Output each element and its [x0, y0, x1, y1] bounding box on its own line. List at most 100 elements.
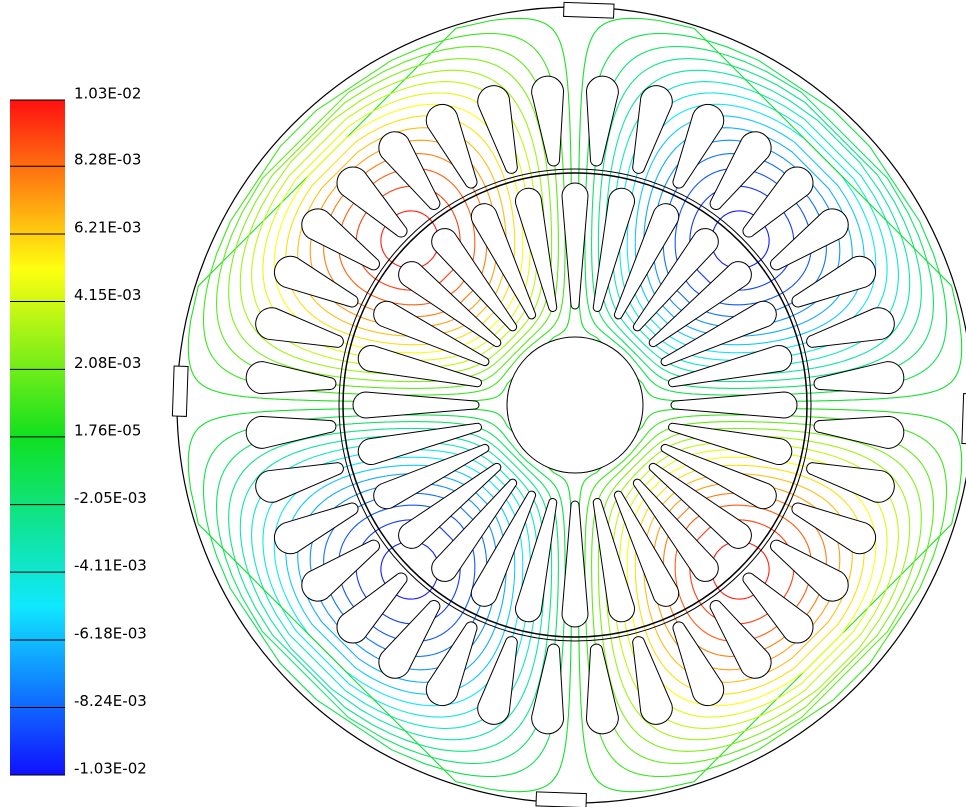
flux-line — [228, 58, 553, 383]
motor-geometry — [171, 1, 966, 807]
rotor-slot — [373, 300, 490, 367]
rotor-slot — [660, 443, 777, 510]
stator-slot — [301, 539, 380, 602]
flux-line — [591, 421, 935, 765]
stator-slot — [273, 502, 359, 555]
colorbar-gradient — [10, 100, 65, 775]
stator-slot — [813, 361, 905, 395]
stator-slot — [672, 103, 725, 189]
colorbar-tick-label: 4.15E-03 — [74, 286, 141, 304]
rotor-slot — [470, 490, 537, 607]
rotor-slot — [613, 203, 680, 320]
rotor-slot — [648, 261, 752, 348]
rotor-slot — [514, 498, 558, 623]
stator-slot — [632, 85, 673, 174]
rotor-slot — [592, 498, 636, 623]
colorbar: 1.03E-02 8.28E-03 6.21E-03 4.15E-03 2.08E-03… — [10, 85, 147, 778]
colorbar-tick-label: -1.03E-02 — [74, 760, 147, 778]
rotor-slot — [373, 443, 490, 510]
rotor-slot — [398, 261, 502, 348]
stator-slot — [336, 166, 408, 238]
flux-line — [591, 45, 935, 389]
rotor-outline — [342, 172, 808, 638]
rotor-slot — [514, 187, 558, 312]
colorbar-tick-label: 2.08E-03 — [74, 354, 141, 372]
stator-slot — [425, 621, 478, 707]
colorbar-tick-label: 1.03E-02 — [74, 85, 141, 103]
rotor-slot — [670, 391, 798, 419]
rotor-slot — [357, 344, 482, 388]
flux-line — [597, 427, 922, 752]
flux-line — [215, 45, 559, 389]
flux-line — [689, 519, 795, 625]
flux-line — [297, 127, 507, 337]
stator-slot — [632, 636, 673, 725]
stator-slot — [531, 75, 565, 167]
stator-slot — [301, 208, 380, 271]
flux-line — [597, 58, 922, 383]
stator-slot — [245, 415, 337, 449]
rotor-slot — [431, 228, 518, 332]
flux-line — [355, 519, 461, 625]
rotor-slot — [660, 300, 777, 367]
colorbar-tick-label: 1.76E-05 — [74, 421, 141, 439]
air-gap — [338, 168, 812, 642]
stator-slot — [477, 636, 518, 725]
stator-slot — [255, 462, 344, 503]
colorbar-tick-label: -4.11E-03 — [74, 557, 147, 575]
stator-slot — [378, 600, 441, 679]
stator-slot — [813, 415, 905, 449]
shaft — [506, 336, 644, 474]
rotor-slot — [431, 478, 518, 582]
stator-slot — [791, 502, 877, 555]
stator-slot — [806, 462, 895, 503]
flux-line — [643, 127, 853, 337]
flux-line — [355, 185, 461, 291]
stator-notch — [563, 1, 615, 19]
stator-slot — [585, 75, 619, 167]
flux-line — [689, 185, 795, 291]
flux-line — [634, 115, 865, 346]
flux-line — [285, 115, 516, 346]
rotor-slot — [632, 228, 719, 332]
stator-slot — [336, 572, 408, 644]
rotor-slot — [561, 500, 589, 628]
stator-slot — [255, 307, 344, 348]
stator-notch — [535, 791, 587, 807]
stator-slot — [770, 539, 849, 602]
stator-slot — [245, 361, 337, 395]
rotor-slot — [632, 478, 719, 582]
colorbar-tick-label: -8.24E-03 — [74, 692, 147, 710]
stator-slot — [791, 255, 877, 308]
rotor-slot — [592, 187, 636, 312]
colorbar-tick-label: -6.18E-03 — [74, 625, 147, 643]
stator-slot — [742, 572, 814, 644]
colorbar-tick-label: 8.28E-03 — [74, 151, 141, 169]
rotor-slot — [398, 462, 502, 549]
flux-line — [228, 427, 553, 752]
stator-slot — [531, 643, 565, 735]
stator-slot — [770, 208, 849, 271]
rotor-slot — [352, 391, 480, 419]
flux-line — [634, 464, 865, 695]
stator-notch — [171, 365, 189, 417]
rotor-slot — [648, 462, 752, 549]
rotor-slot — [668, 422, 793, 466]
rotor-slot — [613, 490, 680, 607]
flux-line — [215, 421, 559, 765]
stator-slot — [806, 307, 895, 348]
flux-line — [285, 464, 516, 695]
rotor-slot — [668, 344, 793, 388]
stator-slot — [477, 85, 518, 174]
flux-line — [643, 473, 853, 683]
stator-notch — [961, 393, 966, 445]
stator-slot — [709, 600, 772, 679]
rotor-slot — [561, 182, 589, 310]
stator-slot — [378, 131, 441, 210]
stator-slot — [672, 621, 725, 707]
stator-slot — [273, 255, 359, 308]
rotor-slot — [357, 422, 482, 466]
stator-slot — [585, 643, 619, 735]
